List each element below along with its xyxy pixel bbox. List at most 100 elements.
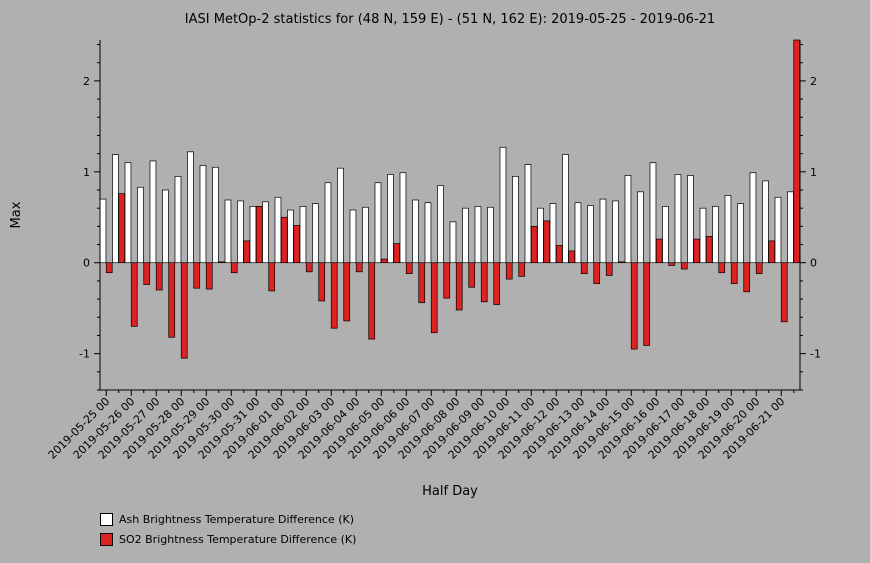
bar-ash-45 <box>662 206 669 264</box>
bar-so2-4 <box>155 262 163 291</box>
bar-ash-44 <box>649 162 657 264</box>
y-tick-label-right: -1 <box>810 348 821 361</box>
bar-so2-11 <box>243 240 251 264</box>
bar-ash-40 <box>599 198 607 264</box>
bar-ash-50 <box>724 195 732 264</box>
bar-ash-19 <box>337 167 344 264</box>
bar-so2-7 <box>193 262 201 289</box>
bar-so2-51 <box>743 262 751 293</box>
bar-so2-6 <box>180 262 188 359</box>
bar-ash-7 <box>187 151 194 264</box>
bar-so2-47 <box>693 238 701 264</box>
y-tick-label-left: 1 <box>83 166 90 179</box>
bar-ash-53 <box>762 180 769 264</box>
bar-so2-39 <box>593 262 601 284</box>
bar-ash-33 <box>512 176 519 264</box>
y-tick-label-left: -1 <box>79 348 90 361</box>
bar-so2-40 <box>605 262 613 276</box>
legend-swatch-ash <box>100 513 113 526</box>
bar-so2-20 <box>355 262 363 273</box>
bar-so2-13 <box>268 262 276 292</box>
bar-ash-30 <box>474 206 482 264</box>
bar-ash-35 <box>537 207 544 264</box>
bar-ash-14 <box>274 196 282 264</box>
bar-ash-24 <box>399 172 407 264</box>
bar-ash-38 <box>574 202 582 264</box>
bar-ash-49 <box>712 206 719 264</box>
bar-ash-16 <box>299 206 307 264</box>
bar-so2-33 <box>518 262 526 277</box>
bar-so2-54 <box>780 262 788 323</box>
bar-ash-22 <box>374 182 382 264</box>
bar-ash-3 <box>137 186 144 264</box>
bar-ash-11 <box>237 200 244 264</box>
bar-so2-28 <box>455 262 463 311</box>
bar-so2-32 <box>505 262 513 280</box>
bar-ash-41 <box>612 200 619 264</box>
bar-so2-29 <box>468 262 476 288</box>
bar-so2-2 <box>130 262 138 327</box>
bar-ash-29 <box>462 207 469 264</box>
bar-ash-39 <box>587 205 594 264</box>
bar-so2-23 <box>393 243 401 264</box>
bar-ash-20 <box>349 209 357 264</box>
y-tick-label-left: 2 <box>83 75 90 88</box>
bar-so2-3 <box>143 262 151 285</box>
bar-so2-17 <box>318 262 326 302</box>
y-tick-label-right: 0 <box>810 257 817 270</box>
bar-ash-48 <box>699 207 707 264</box>
legend-swatch-so2 <box>100 533 113 546</box>
bar-so2-36 <box>555 245 563 264</box>
bar-so2-49 <box>718 262 726 274</box>
bar-ash-10 <box>224 199 232 264</box>
bar-ash-2 <box>124 162 132 264</box>
bar-so2-55 <box>793 39 801 264</box>
bar-so2-19 <box>343 262 351 322</box>
bar-ash-37 <box>562 154 569 264</box>
bar-ash-27 <box>437 185 444 264</box>
legend-item-ash: Ash Brightness Temperature Difference (K… <box>100 513 354 526</box>
bar-ash-1 <box>112 154 119 264</box>
bar-ash-46 <box>674 174 682 264</box>
bar-ash-34 <box>524 164 532 264</box>
bar-so2-48 <box>705 236 713 264</box>
bar-so2-42 <box>630 262 638 350</box>
bar-ash-5 <box>162 189 169 264</box>
bar-ash-43 <box>637 191 644 264</box>
bar-so2-5 <box>168 262 176 338</box>
bar-so2-14 <box>280 216 288 264</box>
bar-so2-41 <box>618 261 626 264</box>
legend-item-so2: SO2 Brightness Temperature Difference (K… <box>100 533 356 546</box>
bar-so2-52 <box>755 262 763 274</box>
bar-so2-46 <box>680 262 688 270</box>
bar-so2-21 <box>368 262 376 340</box>
bar-ash-31 <box>487 206 494 264</box>
y-tick-label-right: 1 <box>810 166 817 179</box>
bar-ash-6 <box>174 176 182 264</box>
bar-ash-18 <box>324 182 332 264</box>
bar-so2-16 <box>305 262 313 273</box>
bar-so2-10 <box>230 262 238 274</box>
bar-so2-22 <box>380 258 388 264</box>
bar-ash-15 <box>287 209 294 264</box>
bar-ash-54 <box>774 196 782 264</box>
bar-ash-25 <box>412 199 419 264</box>
bar-ash-8 <box>199 165 207 264</box>
bar-so2-44 <box>655 238 663 264</box>
bar-ash-4 <box>149 160 157 264</box>
bar-ash-52 <box>749 172 757 264</box>
bar-so2-27 <box>443 262 451 299</box>
bar-ash-12 <box>249 206 257 264</box>
bar-so2-0 <box>105 262 113 274</box>
bar-ash-26 <box>424 202 432 264</box>
bar-ash-23 <box>387 174 394 264</box>
bar-ash-55 <box>787 191 794 264</box>
bar-ash-17 <box>312 203 319 264</box>
bar-so2-38 <box>580 262 588 274</box>
bar-so2-35 <box>543 220 551 264</box>
bar-so2-18 <box>330 262 338 329</box>
bar-so2-24 <box>405 262 413 274</box>
y-axis-label: Max <box>9 201 24 228</box>
